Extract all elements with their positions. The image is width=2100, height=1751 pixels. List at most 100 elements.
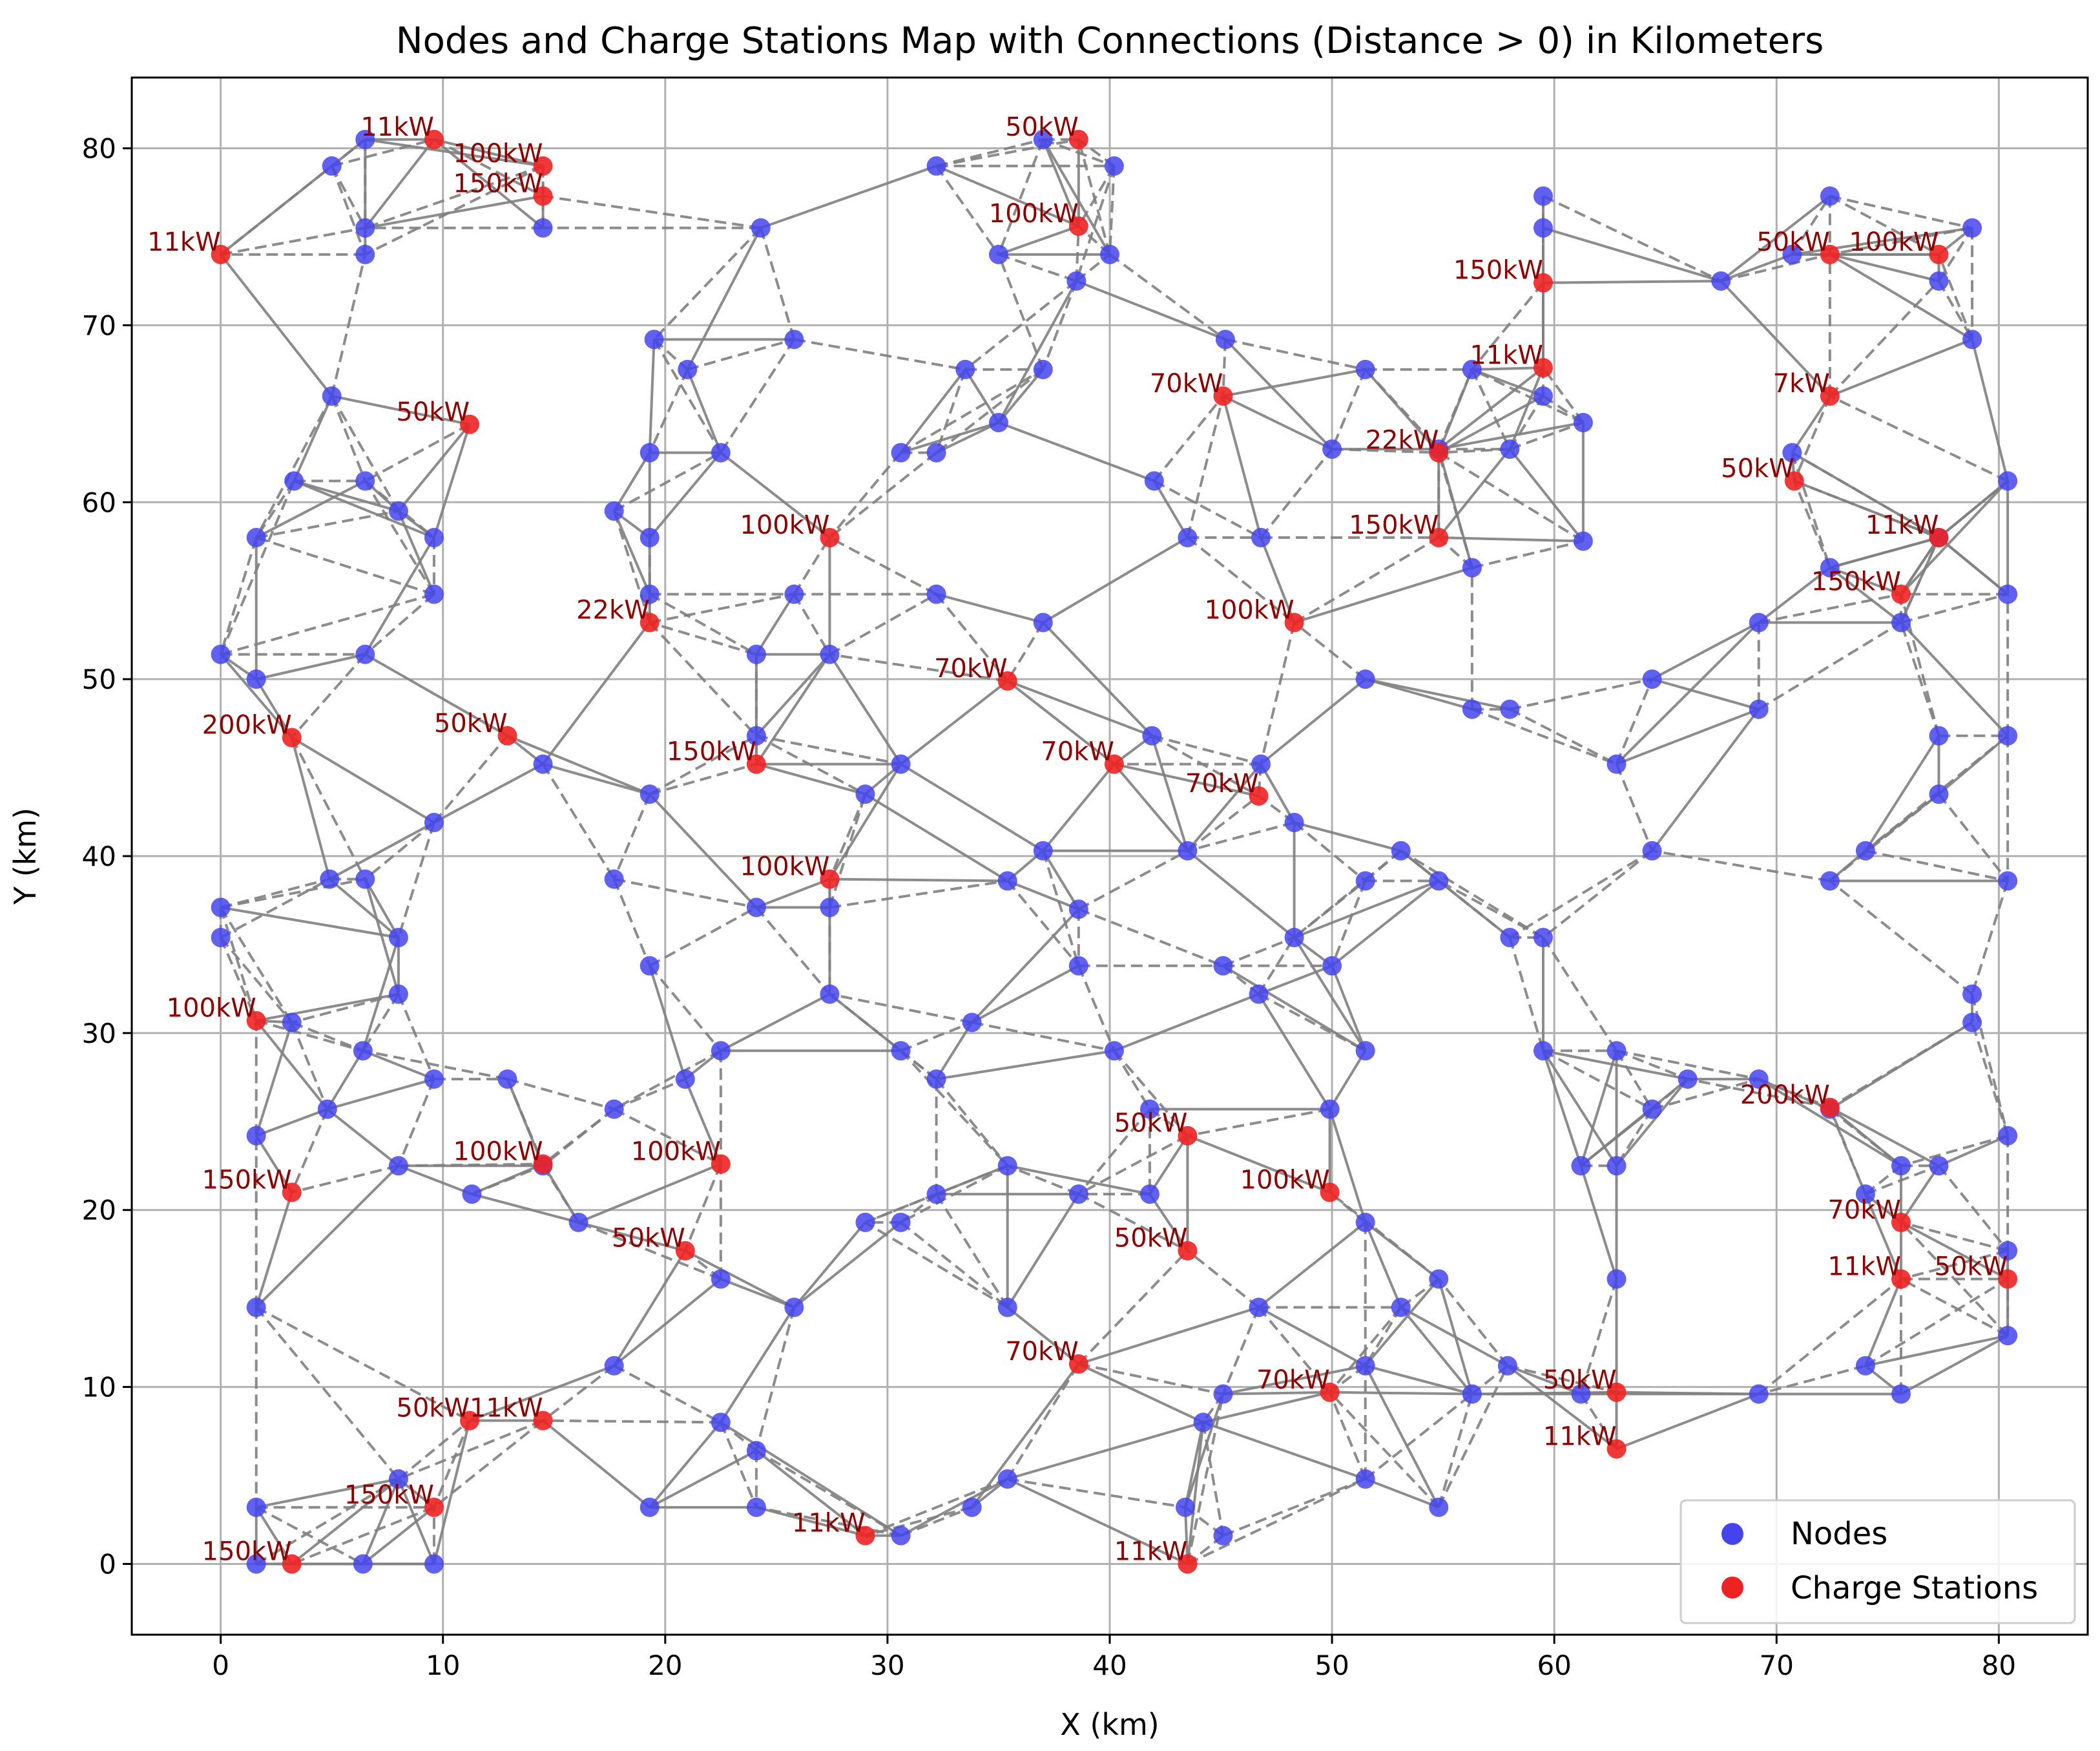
connection-edge bbox=[1077, 139, 1111, 255]
x-tick-label: 40 bbox=[1092, 1650, 1127, 1681]
connection-edge bbox=[1791, 451, 1940, 539]
connection-edge bbox=[1652, 678, 1760, 711]
connection-edge bbox=[1331, 965, 1367, 1051]
node-point bbox=[282, 1012, 302, 1033]
node-point bbox=[1462, 1384, 1482, 1404]
charge-station-point bbox=[1249, 786, 1269, 806]
connection-edge bbox=[612, 510, 651, 624]
connection-edge bbox=[971, 965, 1079, 1024]
connection-edge bbox=[1042, 763, 1116, 852]
connection-edge bbox=[1078, 1363, 1223, 1396]
connection-edge bbox=[542, 1420, 650, 1509]
node-point bbox=[711, 1269, 731, 1289]
connection-edge bbox=[331, 394, 470, 426]
node-point bbox=[246, 1554, 266, 1574]
connection-edge bbox=[330, 165, 367, 255]
connection-edge bbox=[720, 1277, 795, 1309]
charge-station-label: 150kW bbox=[453, 169, 543, 198]
connection-edge bbox=[1293, 821, 1366, 882]
y-tick-label: 40 bbox=[82, 841, 116, 872]
connection-edge bbox=[398, 1419, 544, 1480]
connection-edge bbox=[1260, 622, 1296, 765]
node-point bbox=[1749, 699, 1769, 719]
node-point bbox=[711, 1412, 731, 1432]
connection-edge bbox=[1364, 1478, 1439, 1509]
connection-edge bbox=[935, 1022, 973, 1080]
connection-edge bbox=[964, 368, 1000, 424]
connection-edge bbox=[1615, 1108, 1654, 1167]
connection-edge bbox=[1293, 936, 1367, 1052]
node-point bbox=[988, 413, 1008, 433]
node-point bbox=[1355, 1469, 1375, 1489]
charge-stations-series bbox=[211, 129, 2018, 1574]
node-point bbox=[1929, 271, 1949, 291]
node-point bbox=[388, 1156, 408, 1176]
y-tick-label: 70 bbox=[82, 309, 116, 341]
connection-edge bbox=[1865, 1334, 2008, 1367]
connection-edge bbox=[1938, 536, 2009, 596]
node-point bbox=[388, 927, 408, 947]
connection-edge bbox=[397, 423, 471, 512]
node-point bbox=[746, 897, 766, 917]
connection-edge bbox=[828, 452, 902, 539]
charge-station-point bbox=[1998, 1269, 2018, 1289]
node-point bbox=[355, 471, 375, 491]
x-tick-label: 50 bbox=[1315, 1650, 1349, 1681]
connection-edge bbox=[1900, 1134, 2008, 1168]
connection-edge bbox=[364, 480, 435, 595]
node-point bbox=[1249, 984, 1269, 1004]
node-point bbox=[1429, 1497, 1449, 1517]
connection-edge bbox=[1006, 1193, 1080, 1308]
connection-edge bbox=[1506, 1365, 1617, 1451]
node-point bbox=[1820, 186, 1840, 206]
connection-edge bbox=[1006, 1306, 1080, 1365]
node-point bbox=[784, 584, 804, 604]
connection-edge bbox=[1187, 1478, 1366, 1566]
node-point bbox=[675, 1069, 695, 1089]
node-point bbox=[1962, 330, 1982, 350]
connection-edge bbox=[255, 395, 333, 538]
connection-edge bbox=[935, 369, 967, 454]
connection-edge bbox=[1900, 1334, 2009, 1396]
connection-edge bbox=[1937, 254, 1973, 341]
connection-edge bbox=[649, 762, 757, 796]
node-point bbox=[246, 528, 266, 548]
connection-edge bbox=[720, 452, 831, 539]
charge-station-label: 70kW bbox=[1185, 769, 1259, 799]
legend-stations-label: Charge Stations bbox=[1791, 1570, 2038, 1606]
node-point bbox=[1678, 1069, 1698, 1089]
charge-station-label: 200kW bbox=[1740, 1080, 1830, 1110]
connection-edge bbox=[1006, 879, 1079, 911]
node-point bbox=[1100, 244, 1119, 264]
connection-edge bbox=[1508, 395, 1544, 450]
connection-edge bbox=[900, 1221, 1008, 1308]
node-point bbox=[746, 1497, 766, 1517]
node-point bbox=[926, 443, 946, 463]
node-point bbox=[1855, 841, 1875, 861]
node-point bbox=[1497, 1356, 1517, 1376]
charge-station-point bbox=[1891, 1212, 1911, 1232]
connection-edge bbox=[398, 1162, 543, 1168]
connection-edge bbox=[1076, 280, 1226, 341]
node-point bbox=[1139, 1184, 1159, 1204]
connection-edge bbox=[900, 1505, 973, 1537]
connection-edge bbox=[397, 1420, 471, 1480]
node-point bbox=[1533, 186, 1553, 206]
node-point bbox=[1820, 871, 1840, 891]
node-point bbox=[639, 528, 660, 548]
connection-edge bbox=[1328, 1050, 1367, 1110]
connection-edge bbox=[1222, 965, 1366, 1052]
connection-edge bbox=[219, 537, 258, 655]
connection-edge bbox=[1187, 536, 1295, 624]
node-point bbox=[1642, 1099, 1662, 1119]
connection-edge bbox=[1149, 1135, 1189, 1195]
connection-edge bbox=[255, 480, 295, 539]
connection-edge bbox=[1364, 1306, 1402, 1367]
connection-edge bbox=[330, 395, 367, 482]
connection-edge bbox=[1222, 395, 1333, 450]
connection-edge bbox=[1006, 622, 1045, 682]
connection-edge bbox=[1900, 1221, 2008, 1252]
connection-edge bbox=[1829, 194, 1973, 229]
connection-edge bbox=[649, 1421, 722, 1509]
node-point bbox=[1891, 1156, 1911, 1176]
